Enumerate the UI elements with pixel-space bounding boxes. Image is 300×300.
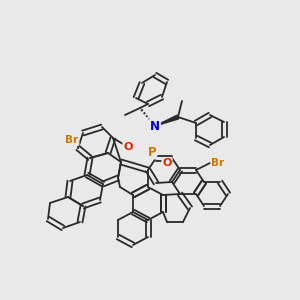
Text: O: O <box>162 158 172 168</box>
Text: Br: Br <box>65 135 79 145</box>
Text: P: P <box>148 146 156 158</box>
Text: O: O <box>123 142 133 152</box>
Polygon shape <box>155 115 179 126</box>
Text: N: N <box>150 119 160 133</box>
Text: Br: Br <box>212 158 225 168</box>
